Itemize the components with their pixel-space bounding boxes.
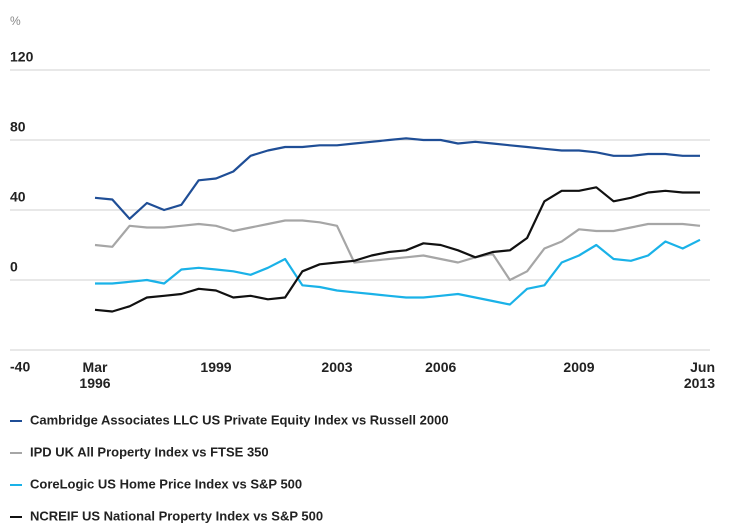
y-tick-label: 40 (10, 189, 26, 205)
y-tick-label: 120 (10, 49, 34, 65)
legend-label: CoreLogic US Home Price Index vs S&P 500 (30, 476, 302, 491)
y-tick-label: 80 (10, 119, 26, 135)
series-line (94, 137, 700, 220)
y-tick-label: -40 (10, 359, 30, 375)
legend-label: Cambridge Associates LLC US Private Equi… (30, 412, 449, 427)
x-tick-label: Jun 2013 (684, 359, 715, 391)
legend-label: IPD UK All Property Index vs FTSE 350 (30, 444, 269, 459)
y-tick-label: 0 (10, 259, 18, 275)
x-tick-label: 2006 (425, 359, 456, 375)
x-tick-label: 1999 (200, 359, 231, 375)
x-tick-label: 2009 (563, 359, 594, 375)
x-tick-label: 2003 (321, 359, 352, 375)
series-line (94, 186, 700, 313)
y-axis-label: % (10, 14, 21, 28)
series-line (95, 238, 701, 306)
legend-label: NCREIF US National Property Index vs S&P… (30, 508, 323, 523)
x-tick-label: Mar 1996 (79, 359, 110, 391)
series-line (94, 219, 701, 282)
